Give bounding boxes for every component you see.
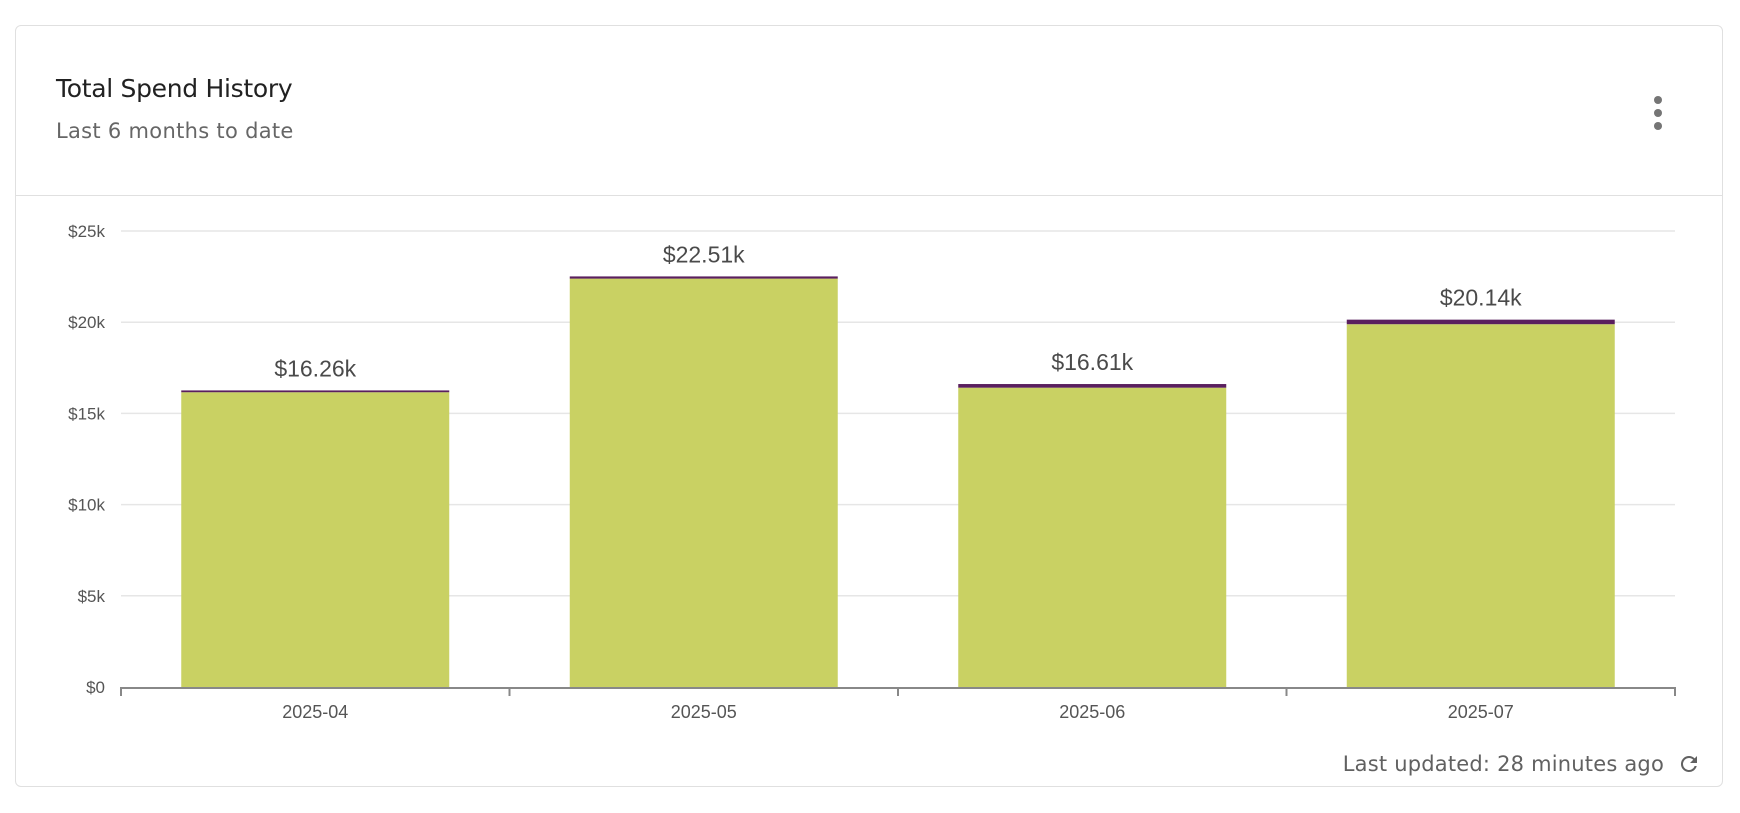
y-tick-label: $20k <box>68 313 105 332</box>
bar-total-label: $22.51k <box>663 241 745 267</box>
bar-segment-secondary[interactable] <box>1346 319 1615 325</box>
card-header: Total Spend History Last 6 months to dat… <box>16 26 1722 196</box>
bar-segment-primary[interactable] <box>181 392 450 687</box>
more-vert-icon-dot <box>1654 122 1662 130</box>
x-tick-label: 2025-06 <box>1059 702 1125 722</box>
y-tick-label: $25k <box>68 222 105 241</box>
x-tick-label: 2025-04 <box>282 702 348 722</box>
x-tick-label: 2025-07 <box>1448 702 1514 722</box>
bar-segment-primary[interactable] <box>569 278 838 687</box>
bar-segment-primary[interactable] <box>958 387 1227 687</box>
last-updated-text: Last updated: 28 minutes ago <box>1342 752 1664 776</box>
more-options-button[interactable] <box>1646 88 1670 138</box>
card-title: Total Spend History <box>56 74 293 103</box>
y-tick-label: $0 <box>86 678 105 697</box>
bar-segment-secondary[interactable] <box>569 276 838 279</box>
y-tick-label: $15k <box>68 404 105 423</box>
bar-total-label: $16.61k <box>1051 349 1133 375</box>
bar-segment-secondary[interactable] <box>958 384 1227 388</box>
bar-segment-secondary[interactable] <box>181 390 450 393</box>
card-subtitle: Last 6 months to date <box>56 119 294 143</box>
y-tick-label: $5k <box>78 587 106 606</box>
bar-total-label: $16.26k <box>274 355 356 381</box>
y-tick-label: $10k <box>68 496 105 515</box>
card-footer: Last updated: 28 minutes ago <box>1343 742 1702 786</box>
more-vert-icon <box>1654 96 1662 104</box>
bar-total-label: $20.14k <box>1440 285 1522 311</box>
more-vert-icon-dot <box>1654 109 1662 117</box>
x-tick-label: 2025-05 <box>671 702 737 722</box>
bar-segment-primary[interactable] <box>1346 324 1615 687</box>
